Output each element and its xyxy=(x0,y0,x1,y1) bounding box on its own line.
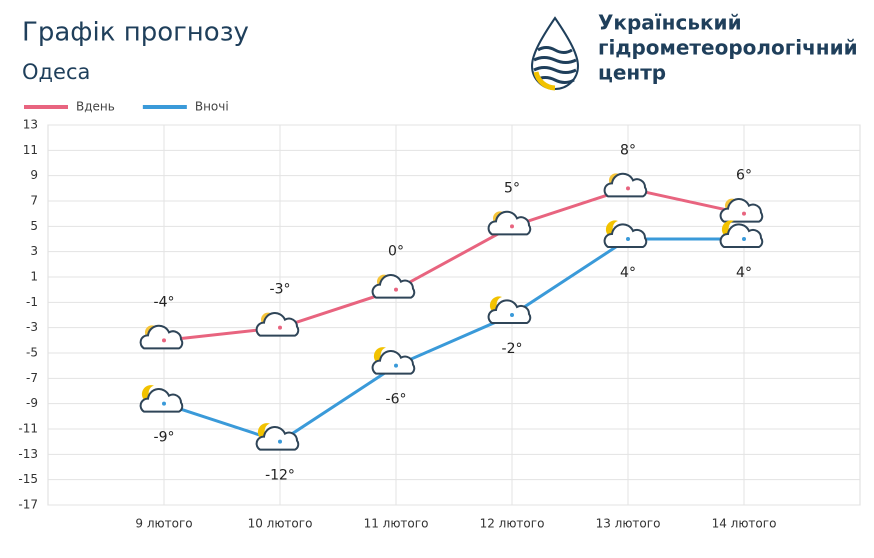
weather-icon xyxy=(139,388,184,413)
y-tick-label: 1 xyxy=(30,270,38,284)
point xyxy=(742,237,746,241)
data-label: -9° xyxy=(154,430,175,446)
data-label: -4° xyxy=(154,294,175,310)
point xyxy=(742,211,746,216)
data-label: 5° xyxy=(504,180,520,196)
y-tick-label: -1 xyxy=(26,295,38,309)
point xyxy=(510,313,514,317)
y-tick-label: -7 xyxy=(26,371,38,385)
y-tick-label: 9 xyxy=(30,168,38,182)
data-label: 4° xyxy=(620,265,636,281)
x-tick-label: 12 лютого xyxy=(480,517,545,531)
data-label: -12° xyxy=(265,468,295,484)
y-tick-label: -17 xyxy=(18,498,38,512)
weather-icon xyxy=(603,172,648,198)
weather-icon xyxy=(255,426,300,451)
y-tick-label: -11 xyxy=(18,422,38,436)
logo-text: гідрометеорологічний xyxy=(598,36,858,60)
data-label: 6° xyxy=(736,168,752,184)
point xyxy=(162,338,166,343)
y-tick-label: 3 xyxy=(30,244,38,258)
series-line xyxy=(163,237,744,444)
y-tick-label: 13 xyxy=(23,118,38,132)
point xyxy=(394,363,398,368)
logo-text: Український xyxy=(598,11,742,35)
y-tick-label: 7 xyxy=(30,194,38,208)
logo-text: центр xyxy=(598,61,666,85)
weather-icon xyxy=(603,223,648,248)
chart-title: Графік прогнозу xyxy=(22,18,249,48)
data-label: -2° xyxy=(502,341,523,357)
weather-icon xyxy=(371,274,416,299)
point xyxy=(278,325,282,330)
weather-icon xyxy=(719,198,764,223)
x-tick-label: 13 лютого xyxy=(596,517,661,531)
point xyxy=(394,287,398,292)
data-label: 0° xyxy=(388,244,404,260)
weather-icon xyxy=(255,312,300,337)
x-tick-label: 10 лютого xyxy=(248,517,313,531)
x-tick-label: 9 лютого xyxy=(135,517,192,531)
y-tick-label: -3 xyxy=(26,320,38,334)
data-label: 8° xyxy=(620,142,636,158)
legend-label: Вдень xyxy=(76,100,115,114)
point xyxy=(162,401,166,406)
y-tick-label: -9 xyxy=(26,396,38,410)
point xyxy=(510,224,514,229)
legend-label: Вночі xyxy=(195,100,229,114)
weather-icon xyxy=(487,210,532,236)
data-label: -6° xyxy=(386,392,407,408)
y-tick-label: -15 xyxy=(18,472,38,486)
weather-icon xyxy=(139,324,184,350)
data-label: 4° xyxy=(736,265,752,281)
chart-subtitle: Одеса xyxy=(22,60,90,84)
x-tick-label: 11 лютого xyxy=(364,517,429,531)
series-line xyxy=(163,186,745,342)
y-tick-label: 5 xyxy=(30,219,38,233)
x-tick-label: 14 лютого xyxy=(712,517,777,531)
point xyxy=(626,186,630,191)
weather-icon xyxy=(719,223,764,248)
y-tick-label: -13 xyxy=(18,447,38,461)
y-tick-label: 11 xyxy=(23,143,38,157)
point xyxy=(278,439,282,444)
data-label: -3° xyxy=(270,282,291,298)
weather-icon xyxy=(371,350,416,375)
logo xyxy=(530,16,580,91)
weather-icon xyxy=(487,299,532,324)
y-tick-label: -5 xyxy=(26,346,38,360)
point xyxy=(626,237,630,241)
